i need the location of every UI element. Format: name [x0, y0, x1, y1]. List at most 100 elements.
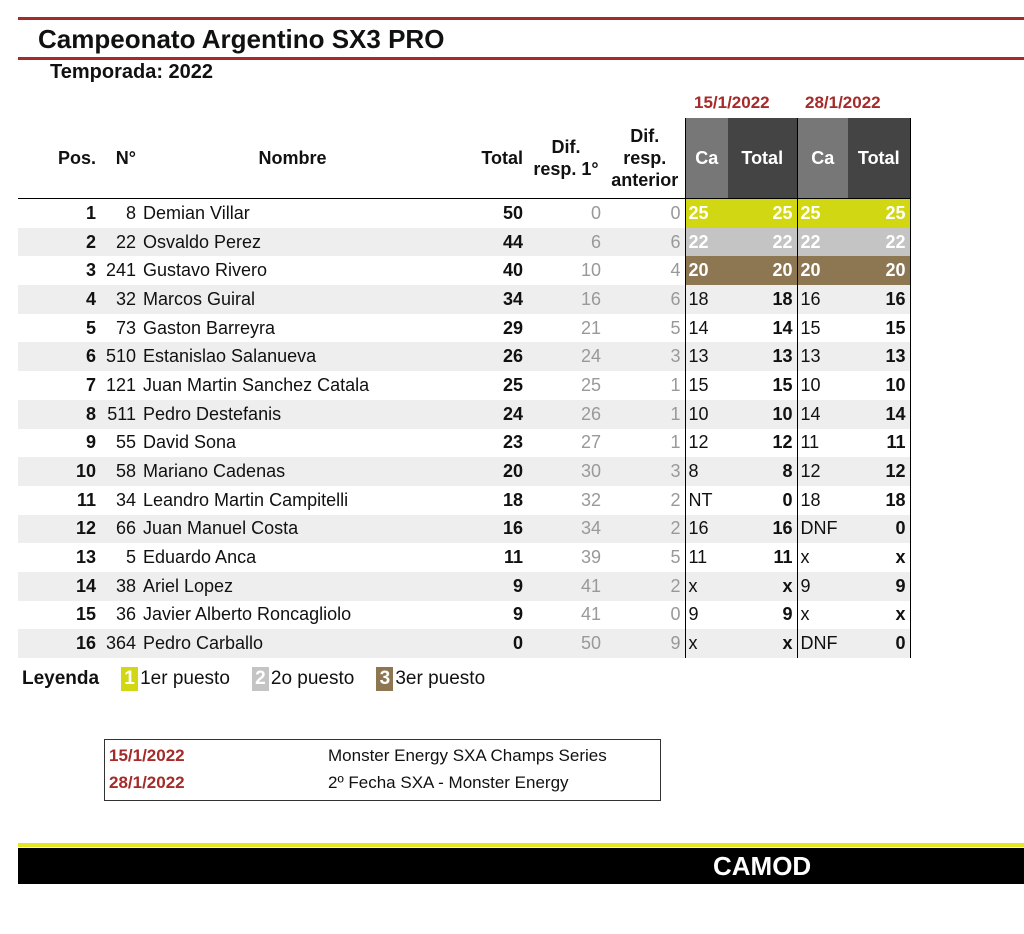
- position: 5: [85, 317, 96, 338]
- number: 32: [100, 285, 140, 314]
- gap-previous: 3: [605, 457, 685, 486]
- event-date: 15/1/2022: [694, 93, 770, 112]
- gap-leader: 39: [580, 547, 601, 568]
- position: 4: [18, 285, 100, 314]
- column-header: Dif. resp. 1°: [527, 118, 605, 199]
- event-total: 10: [848, 371, 911, 400]
- event-points: 25: [684, 198, 728, 228]
- event-points: 8: [684, 457, 728, 486]
- event-total: 13: [848, 342, 911, 372]
- position: 10: [18, 457, 100, 486]
- gap-leader: 16: [527, 285, 605, 314]
- total: 25: [502, 374, 523, 395]
- table-row: 4 32 Marcos Guiral 34 16 6 18 18 16 16: [18, 285, 911, 314]
- gap-previous: 1: [670, 432, 681, 453]
- column-header: Dif. resp. anterior: [605, 118, 685, 199]
- column-header: Total: [445, 118, 527, 199]
- table-row: 15 36 Javier Alberto Roncagliolo 9 41 0 9 9 x x: [18, 600, 911, 630]
- event-row: 15/1/2022 Monster Energy SXA Champs Serie…: [109, 746, 607, 766]
- table-row: 3 241 Gustavo Rivero 40 10 4 20 20 20 20: [18, 256, 911, 286]
- event-total: 12: [772, 432, 793, 453]
- number: 58: [100, 457, 140, 486]
- event-name: 2º Fecha SXA - Monster Energy: [328, 773, 569, 792]
- table-row: 2 22 Osvaldo Perez 44 6 6 22 22 22 22: [18, 227, 911, 257]
- legend-item: 2 2o puesto: [251, 667, 354, 691]
- event-points: DNF: [796, 514, 848, 544]
- event-date: 28/1/2022: [805, 93, 881, 112]
- total: 29: [502, 317, 523, 338]
- total: 23: [502, 432, 523, 453]
- table-row: 9 55 David Sona 23 27 1 12 12 11 11: [18, 428, 911, 458]
- event-points: 14: [684, 313, 728, 343]
- table-row: 8 511 Pedro Destefanis 24 26 1 10 10 14 14: [18, 399, 911, 429]
- gap-previous: 2: [605, 571, 685, 601]
- event-points: 15: [796, 313, 848, 343]
- position: 7: [85, 374, 96, 395]
- event-total: 12: [848, 457, 911, 486]
- event-points: 25: [796, 198, 848, 228]
- event-total: 8: [728, 457, 797, 486]
- gap-leader: 50: [527, 629, 605, 658]
- event-total: x: [848, 543, 911, 572]
- event-row: 28/1/2022 2º Fecha SXA - Monster Energy: [109, 773, 569, 793]
- position: 9: [85, 432, 96, 453]
- event-points: 13: [684, 342, 728, 372]
- gap-leader: 0: [590, 202, 601, 223]
- column-header: Ca: [684, 118, 728, 199]
- event-date: 15/1/2022: [109, 746, 185, 765]
- event-total: 14: [772, 317, 793, 338]
- event-points: 9: [796, 571, 848, 601]
- event-points: x: [684, 629, 728, 658]
- gap-previous: 9: [605, 629, 685, 658]
- table-row: 14 38 Ariel Lopez 9 41 2 x x 9 9: [18, 571, 911, 601]
- legend-text: 1er puesto: [140, 668, 230, 689]
- event-points: x: [796, 600, 848, 630]
- position: 16: [18, 629, 100, 658]
- rider-name: Juan Manuel Costa: [140, 514, 445, 544]
- event-date: 28/1/2022: [109, 773, 185, 792]
- season: Temporada: 2022: [50, 61, 214, 83]
- event-points: 22: [684, 227, 728, 257]
- event-total: 20: [728, 256, 797, 286]
- total: 0: [445, 629, 527, 658]
- footer-bar: [18, 848, 1024, 884]
- event-points: 11: [796, 428, 848, 458]
- table-row: 5 73 Gaston Barreyra 29 21 5 14 14 15 15: [18, 313, 911, 343]
- position: 3: [85, 260, 96, 281]
- gap-leader: 30: [527, 457, 605, 486]
- table-row: 13 5 Eduardo Anca 11 39 5 11 11 x x: [18, 543, 911, 572]
- number: 121: [105, 374, 136, 395]
- table-row: 7 121 Juan Martin Sanchez Catala 25 25 1 15 15 1…: [18, 371, 911, 400]
- event-total: 0: [782, 489, 793, 510]
- event-points: 10: [684, 399, 728, 429]
- event-points: 18: [796, 485, 848, 515]
- gap-leader: 25: [580, 374, 601, 395]
- event-total: x: [728, 571, 797, 601]
- gap-leader: 6: [527, 227, 605, 257]
- column-header: Total: [848, 118, 911, 199]
- total: 26: [445, 342, 527, 372]
- gap-previous: 0: [670, 202, 681, 223]
- rider-name: Juan Martin Sanchez Catala: [143, 374, 370, 395]
- event-total: 14: [848, 399, 911, 429]
- event-points: 13: [796, 342, 848, 372]
- standings-table: Pos. N° Nombre Total Dif. resp. 1° Dif. resp.…: [18, 118, 911, 658]
- total: 9: [512, 604, 523, 625]
- total: 50: [502, 202, 523, 223]
- gap-leader: 34: [527, 514, 605, 544]
- event-total: 10: [728, 399, 797, 429]
- top-rule: [18, 17, 1024, 20]
- number: 66: [100, 514, 140, 544]
- column-header: Ca: [796, 118, 848, 199]
- event-total: 0: [848, 514, 911, 544]
- event-total: 11: [848, 428, 911, 458]
- gap-leader: 26: [527, 399, 605, 429]
- footer-text: CAMOD: [713, 851, 812, 881]
- total: 44: [445, 227, 527, 257]
- legend: Leyenda 1 1er puesto 2 2o puesto 3 3er puesto: [22, 667, 507, 691]
- event-total: 25: [848, 198, 911, 228]
- number: 22: [100, 227, 140, 257]
- event-points: 14: [796, 399, 848, 429]
- rider-name: Pedro Carballo: [140, 629, 445, 658]
- table-row: 10 58 Mariano Cadenas 20 30 3 8 8 12 12: [18, 457, 911, 486]
